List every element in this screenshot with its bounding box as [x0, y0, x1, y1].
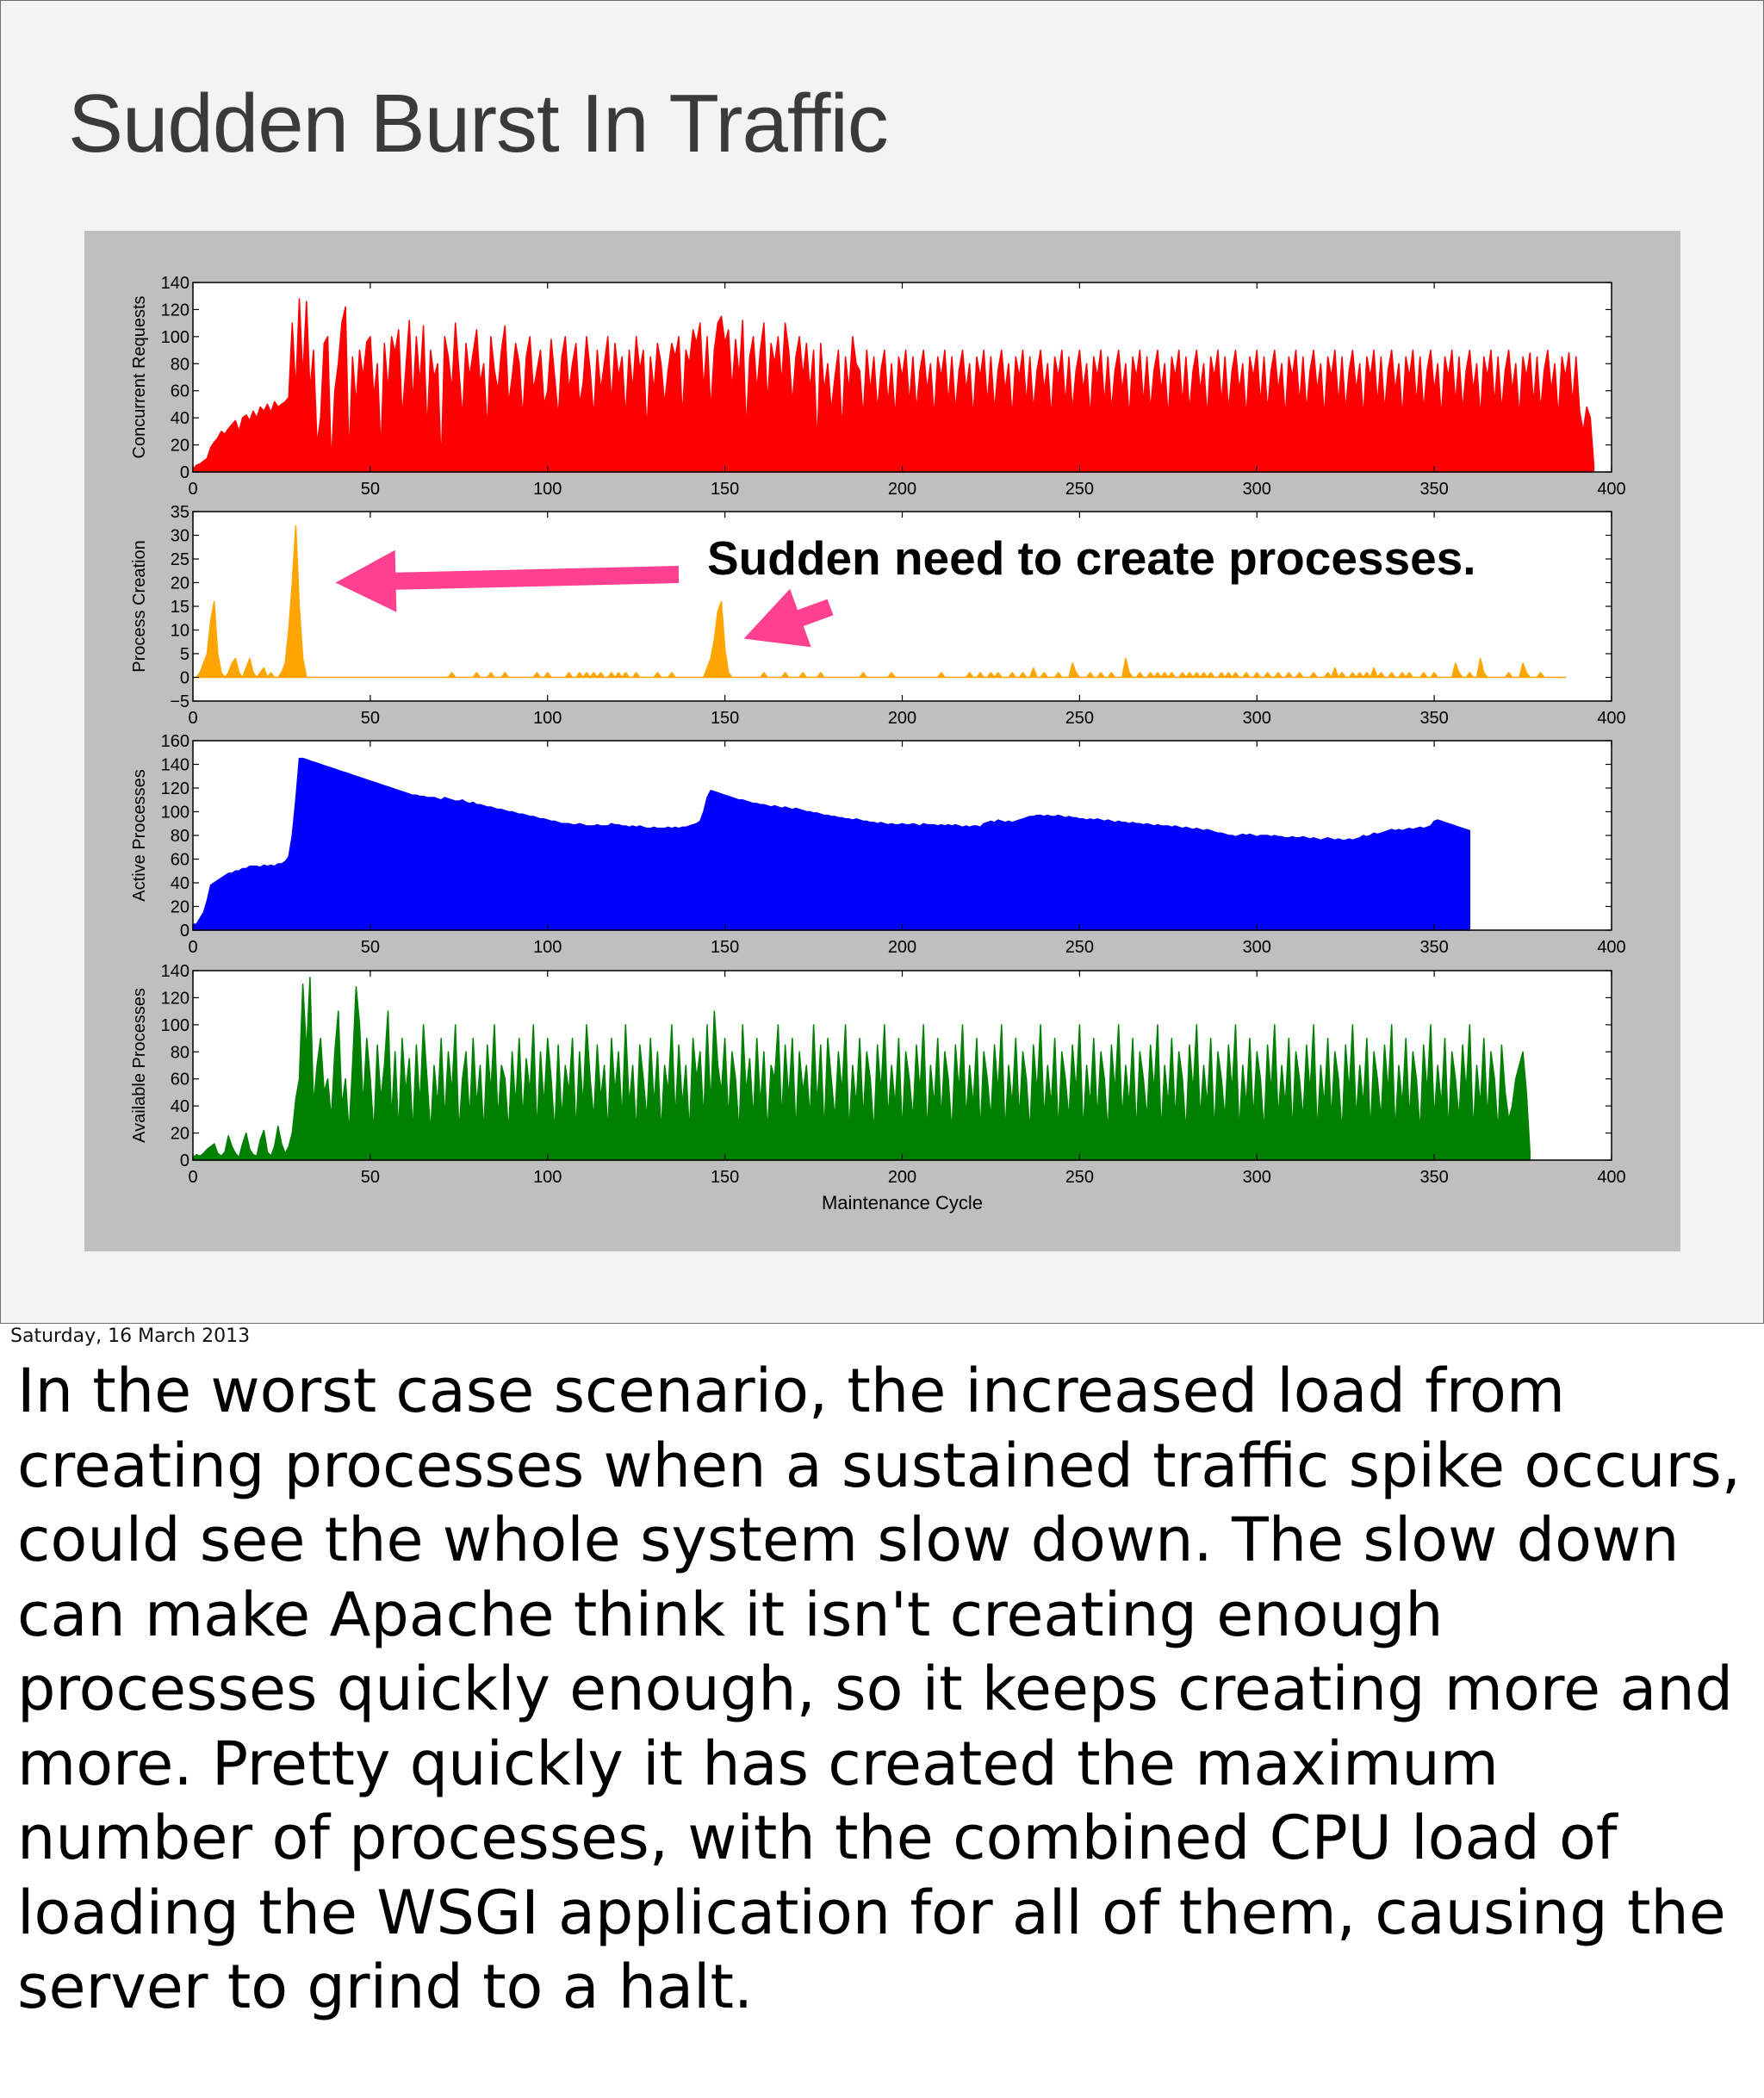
y-tick-label: 80 [171, 827, 189, 846]
x-tick-label: 100 [533, 709, 562, 728]
x-tick-label: 200 [888, 709, 916, 728]
y-tick-label: 40 [171, 1097, 189, 1116]
y-tick-label: 140 [161, 756, 189, 775]
y-tick-label: 100 [161, 328, 189, 347]
x-tick-label: 350 [1419, 938, 1448, 957]
x-tick-label: 150 [711, 709, 739, 728]
x-tick-label: 350 [1419, 1168, 1448, 1187]
y-tick-label: 0 [180, 922, 189, 940]
y-tick-label: 40 [171, 874, 189, 893]
y-tick-label: 60 [171, 851, 189, 870]
x-tick-label: 400 [1597, 480, 1625, 499]
y-tick-label: 60 [171, 1071, 189, 1089]
x-tick-label: 300 [1243, 480, 1271, 499]
x-tick-label: 100 [533, 480, 562, 499]
y-tick-label: 80 [171, 1043, 189, 1062]
y-tick-label: 100 [161, 1016, 189, 1035]
y-tick-label: 120 [161, 779, 189, 798]
x-tick-label: 300 [1243, 709, 1271, 728]
x-tick-label: 200 [888, 480, 916, 499]
y-tick-label: 0 [180, 463, 189, 482]
x-tick-label: 300 [1243, 938, 1271, 957]
x-tick-label: 50 [361, 709, 380, 728]
x-tick-label: 50 [361, 938, 380, 957]
y-tick-label: 30 [171, 527, 189, 546]
x-tick-label: 300 [1243, 1168, 1271, 1187]
x-tick-label: 250 [1065, 709, 1094, 728]
y-tick-label: 5 [180, 645, 189, 664]
y-tick-label: 25 [171, 550, 189, 569]
y-tick-label: 80 [171, 355, 189, 374]
annotation-arrow [335, 549, 680, 612]
y-tick-label: 40 [171, 409, 189, 428]
x-tick-label: 0 [188, 938, 197, 957]
presenter-notes: In the worst case scenario, the increase… [17, 1356, 1741, 2022]
y-tick-label: −5 [170, 692, 189, 711]
x-tick-label: 200 [888, 1168, 916, 1187]
x-tick-label: 200 [888, 938, 916, 957]
y-tick-label: 15 [171, 598, 189, 617]
x-tick-label: 50 [361, 480, 380, 499]
y-tick-label: 100 [161, 804, 189, 822]
x-tick-label: 0 [188, 709, 197, 728]
y-tick-label: 120 [161, 989, 189, 1008]
y-axis-label: Concurrent Requests [130, 296, 149, 459]
series-area-1 [192, 298, 1595, 473]
chart-figure: 0 50 100 150 200 250 300 350 400 0 20 40 60 80 100 120 1… [84, 231, 1680, 1251]
x-tick-label: 50 [361, 1168, 380, 1187]
x-tick-label: 400 [1597, 938, 1625, 957]
x-tick-label: 150 [711, 480, 739, 499]
x-tick-label: 0 [188, 480, 197, 499]
series-area-2 [192, 524, 1567, 679]
y-tick-label: 140 [161, 962, 189, 981]
y-tick-label: 20 [171, 898, 189, 917]
x-tick-label: 400 [1597, 1168, 1625, 1187]
x-tick-label: 100 [533, 938, 562, 957]
x-tick-label: 150 [711, 938, 739, 957]
x-tick-label: 250 [1065, 480, 1094, 499]
y-tick-label: 0 [180, 669, 189, 688]
y-axis-label: Process Creation [130, 540, 149, 672]
y-tick-label: 140 [161, 274, 189, 293]
y-tick-label: 20 [171, 574, 189, 593]
x-tick-label: 0 [188, 1168, 197, 1187]
series-area-4 [192, 977, 1531, 1161]
y-tick-label: 10 [171, 622, 189, 641]
x-tick-label: 150 [711, 1168, 739, 1187]
y-tick-label: 60 [171, 382, 189, 401]
y-axis-label: Available Processes [130, 988, 149, 1143]
y-tick-label: 20 [171, 437, 189, 456]
chart-svg: 0 50 100 150 200 250 300 350 4000204060801001201… [130, 274, 1626, 1213]
slide: Sudden Burst In Traffic 0 50 100 150 200 250 3… [0, 0, 1764, 1324]
y-tick-label: 35 [171, 503, 189, 522]
y-axis-label: Active Processes [130, 769, 149, 901]
series-area-3 [192, 757, 1471, 931]
x-tick-label: 350 [1419, 709, 1448, 728]
annotation-arrow [743, 588, 834, 648]
x-tick-label: 250 [1065, 938, 1094, 957]
x-tick-label: 350 [1419, 480, 1448, 499]
x-axis-label: Maintenance Cycle [822, 1192, 983, 1213]
x-tick-label: 100 [533, 1168, 562, 1187]
slide-date: Saturday, 16 March 2013 [10, 1325, 251, 1347]
y-tick-label: 160 [161, 732, 189, 751]
x-tick-label: 400 [1597, 709, 1625, 728]
slide-title: Sudden Burst In Traffic [68, 78, 889, 170]
x-tick-label: 250 [1065, 1168, 1094, 1187]
y-tick-label: 20 [171, 1125, 189, 1144]
y-tick-label: 120 [161, 301, 189, 320]
annotation-text: Sudden need to create processes. [707, 531, 1476, 585]
y-tick-label: 0 [180, 1151, 189, 1170]
